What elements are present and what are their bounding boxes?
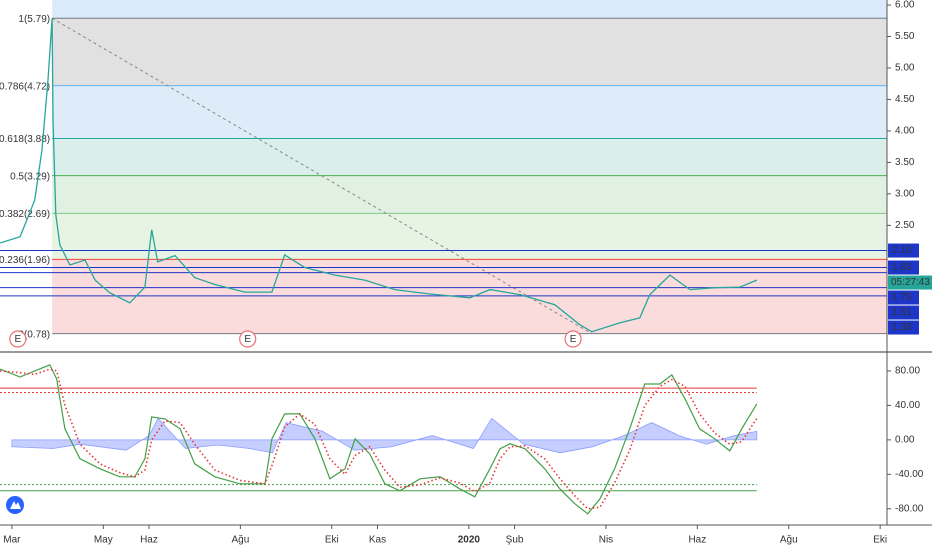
fib-band bbox=[52, 213, 887, 260]
y-tick-label: 40.00 bbox=[895, 400, 920, 411]
y-tick-label: -40.00 bbox=[895, 469, 924, 480]
fib-label: 1(5.79) bbox=[18, 14, 50, 25]
y-tick-label: 4.00 bbox=[895, 126, 915, 137]
price-level-tag bbox=[888, 243, 919, 258]
x-tick-label: Eki bbox=[873, 535, 887, 546]
x-tick-label: Haz bbox=[688, 535, 706, 546]
fib-label: 0.236(1.96) bbox=[0, 255, 50, 266]
fib-band bbox=[52, 138, 887, 176]
y-tick-label: 80.00 bbox=[895, 366, 920, 377]
fib-label: 0.786(4.72) bbox=[0, 81, 50, 92]
y-tick-label: 3.00 bbox=[895, 189, 915, 200]
price-pane: 6.00 5.50 5.00 4.50 4.00 3.50 3.00 2.50 1(5.79) 0… bbox=[0, 0, 932, 348]
x-tick-label: Şub bbox=[506, 535, 524, 546]
timer-tag bbox=[888, 275, 932, 290]
x-tick-label: May bbox=[94, 535, 113, 546]
event-label: E bbox=[244, 334, 251, 345]
x-tick-label: Nis bbox=[599, 535, 613, 546]
price-level-tag bbox=[888, 260, 919, 275]
fib-band bbox=[52, 18, 887, 86]
x-tick-label: Eki bbox=[325, 535, 339, 546]
y-tick-label: 5.50 bbox=[895, 31, 915, 42]
y-tick-label: -80.00 bbox=[895, 503, 924, 514]
x-tick-label: Kas bbox=[369, 535, 386, 546]
x-tick-label: Haz bbox=[140, 535, 158, 546]
timer-label: 05:27:43 bbox=[891, 277, 930, 288]
event-marker bbox=[239, 330, 257, 348]
price-level-tag bbox=[888, 305, 919, 320]
histogram-area bbox=[11, 417, 758, 454]
price-level-label: 1.75 bbox=[892, 292, 912, 303]
x-tick-label: Ağu bbox=[231, 535, 249, 546]
event-marker bbox=[9, 330, 27, 348]
fib-label: 0.382(2.69) bbox=[0, 209, 50, 220]
y-tick-label: 3.50 bbox=[895, 157, 915, 168]
x-tick-label: Mar bbox=[3, 535, 21, 546]
x-tick-label: 2020 bbox=[458, 535, 481, 546]
event-marker bbox=[564, 330, 582, 348]
y-tick-label: 2.50 bbox=[895, 220, 915, 231]
y-tick-label: 6.00 bbox=[895, 0, 915, 11]
logo-glyph bbox=[10, 501, 21, 509]
oscillator-pane: 80.00 40.00 0.00 -40.00 -80.00 bbox=[0, 364, 924, 515]
y-tick-label: 5.00 bbox=[895, 63, 915, 74]
y-tick-label: 4.50 bbox=[895, 94, 915, 105]
fib-above bbox=[52, 0, 887, 19]
fib-label: 0.618(3.88) bbox=[0, 134, 50, 145]
event-label: E bbox=[14, 334, 21, 345]
price-level-label: 1.51 bbox=[892, 307, 912, 318]
time-axis: Mar May Haz Ağu Eki Kas 2020 Şub Nis Haz Ağu Eki bbox=[3, 525, 887, 546]
oscillator-line bbox=[0, 368, 758, 510]
price-level-tag bbox=[888, 320, 919, 335]
fib-label: 0.5(3.29) bbox=[10, 171, 50, 182]
price-level-tag bbox=[888, 290, 919, 305]
trend-line bbox=[51, 17, 593, 335]
price-level-label: 1.83 bbox=[892, 262, 912, 273]
price-level-label: 2.10 bbox=[892, 245, 912, 256]
price-level-label: 1.38 bbox=[892, 322, 912, 333]
oscillator-line bbox=[0, 364, 758, 515]
event-label: E bbox=[570, 334, 577, 345]
fib-band bbox=[52, 175, 887, 214]
x-tick-label: Ağu bbox=[780, 535, 798, 546]
y-tick-label: 0.00 bbox=[895, 435, 915, 446]
price-line bbox=[0, 18, 758, 333]
fib-band bbox=[52, 85, 887, 139]
logo bbox=[6, 496, 24, 514]
fib-label: 0(0.78) bbox=[18, 329, 50, 340]
fib-band bbox=[52, 259, 887, 334]
